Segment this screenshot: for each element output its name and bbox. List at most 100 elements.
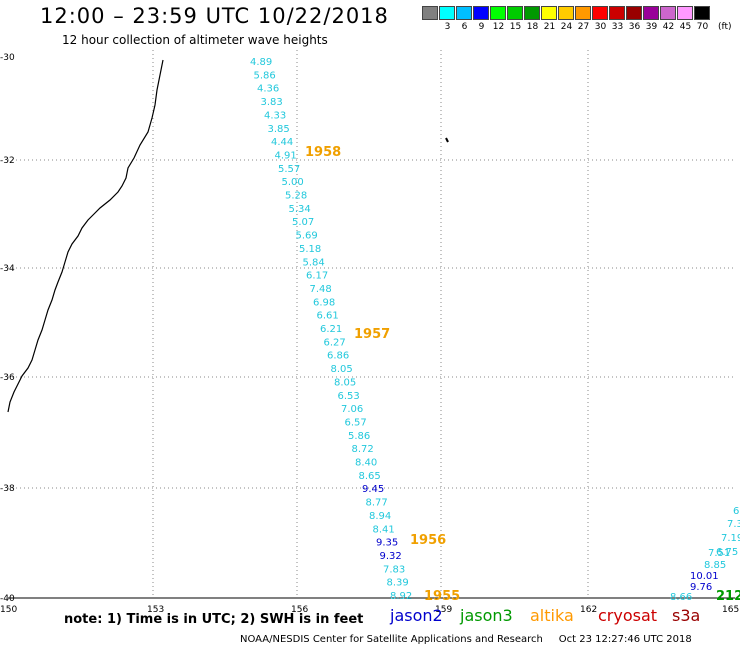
wave-height-value: 8.05 [334, 377, 356, 388]
wave-height-value: 7.19 [721, 533, 740, 544]
wave-height-value: 6.21 [320, 324, 342, 335]
legend-swatch [439, 6, 455, 20]
wave-height-value: 6 [733, 506, 739, 517]
latitude-labels: -30 -32 -34 -36 -38 -40 [0, 53, 15, 604]
wave-height-value: 6.86 [327, 351, 349, 362]
wave-height-value: 8.72 [352, 444, 374, 455]
legend-labels: 3 6 9 12 15 18 21 24 27 30 33 36 39 42 45 70 [422, 22, 711, 32]
wave-height-value: 6.17 [306, 271, 328, 282]
legend-swatch [456, 6, 472, 20]
legend-swatch [694, 6, 710, 20]
wave-height-value: 5.86 [254, 70, 276, 81]
wave-height-value: 5.84 [303, 257, 325, 268]
legend-label: 27 [577, 22, 590, 32]
track-label: 1955 [424, 589, 460, 604]
wave-height-value: 6.98 [313, 297, 335, 308]
legend-unit: (ft) [718, 22, 732, 32]
color-legend [422, 6, 711, 20]
wave-height-value: 9.76 [690, 582, 712, 593]
track-labels: 1958 1957 1956 1955 [305, 145, 460, 604]
wave-height-value: 8.66 [670, 592, 692, 603]
coastline [7, 59, 164, 413]
wave-height-value: 9.35 [376, 538, 398, 549]
wave-height-value: 4.89 [250, 57, 272, 68]
legend-swatch [490, 6, 506, 20]
latitude-label: -34 [0, 264, 15, 274]
track-label: 1957 [354, 327, 390, 342]
longitude-label: 156 [291, 605, 308, 615]
wave-height-value: 8.39 [387, 578, 409, 589]
legend-swatch [626, 6, 642, 20]
satellite-jason3: jason3 [460, 606, 513, 625]
wave-height-value: 8.94 [369, 511, 391, 522]
wave-height-value: 7.48 [310, 284, 332, 295]
legend-swatch [660, 6, 676, 20]
wave-height-value: 5.86 [348, 431, 370, 442]
legend-label: 18 [526, 22, 539, 32]
wave-height-value: 5.57 [278, 164, 300, 175]
legend-label: 9 [478, 22, 485, 32]
page-title: 12:00 – 23:59 UTC 10/22/2018 [40, 4, 389, 28]
second-track-label: 212 [716, 589, 740, 604]
wave-height-value: 8.92 [390, 591, 412, 602]
legend-label: 39 [645, 22, 658, 32]
legend-swatch [524, 6, 540, 20]
wave-height-value: 7.83 [383, 564, 405, 575]
footer: NOAA/NESDIS Center for Satellite Applica… [240, 634, 692, 645]
wave-height-value: 8.65 [359, 471, 381, 482]
wave-height-value: 9.32 [380, 551, 402, 562]
legend-label: 21 [543, 22, 556, 32]
wave-height-value: 4.36 [257, 84, 279, 95]
footer-credit: NOAA/NESDIS Center for Satellite Applica… [240, 634, 543, 645]
legend-label: 24 [560, 22, 573, 32]
longitude-label: 153 [147, 605, 164, 615]
footer-timestamp: Oct 23 12:27:46 UTC 2018 [558, 634, 692, 645]
latitude-label: -40 [0, 594, 15, 604]
wave-height-value: 6.57 [345, 417, 367, 428]
longitude-labels: 150 153 156 159 162 165 [0, 605, 739, 615]
wave-height-value: 6.27 [324, 337, 346, 348]
track-label: 1956 [410, 533, 446, 548]
wave-height-value: 6.61 [317, 311, 339, 322]
wave-height-value: 10.01 [690, 571, 719, 582]
wave-height-value: 8.77 [366, 498, 388, 509]
satellite-cryosat: cryosat [598, 606, 658, 625]
track-label: 1958 [305, 145, 341, 160]
wave-height-value: 7.06 [341, 404, 363, 415]
legend-label: 45 [679, 22, 692, 32]
legend-label: 33 [611, 22, 624, 32]
latitude-label: -32 [0, 156, 15, 166]
wave-height-value: 8.41 [373, 524, 395, 535]
legend-label: 3 [444, 22, 451, 32]
longitude-label: 159 [435, 605, 452, 615]
legend-swatch [473, 6, 489, 20]
island-mark [445, 137, 449, 143]
wave-height-value: 5.28 [285, 191, 307, 202]
wave-height-value: 5.00 [282, 177, 304, 188]
wave-height-value: 6.53 [338, 391, 360, 402]
longitude-label: 162 [580, 605, 597, 615]
legend-swatch [592, 6, 608, 20]
legend-swatch [422, 6, 438, 20]
legend-swatch [643, 6, 659, 20]
wave-height-value: 7.3 [727, 519, 740, 530]
wave-height-value: 8.05 [331, 364, 353, 375]
wave-height-value: 7.51 [708, 548, 730, 559]
page-subtitle: 12 hour collection of altimeter wave hei… [62, 33, 328, 47]
wave-height-value: 5.18 [299, 244, 321, 255]
satellite-altika: altika [530, 606, 574, 625]
altimeter-observations: 4.89 5.86 4.36 3.83 4.33 3.85 4.44 4.91 5.57 5.00… [250, 57, 412, 602]
wave-height-value: 8.40 [355, 458, 377, 469]
legend-label: 15 [509, 22, 522, 32]
legend-label: 70 [696, 22, 709, 32]
satellite-s3a: s3a [672, 606, 701, 625]
wave-height-value: 9.45 [362, 484, 384, 495]
latitude-label: -30 [0, 53, 15, 63]
legend-label: 6 [461, 22, 468, 32]
legend-label: 30 [594, 22, 607, 32]
note-text: note: 1) Time is in UTC; 2) SWH is in fe… [64, 612, 364, 627]
legend-swatch [507, 6, 523, 20]
latitude-label: -38 [0, 484, 15, 494]
legend-swatch [609, 6, 625, 20]
